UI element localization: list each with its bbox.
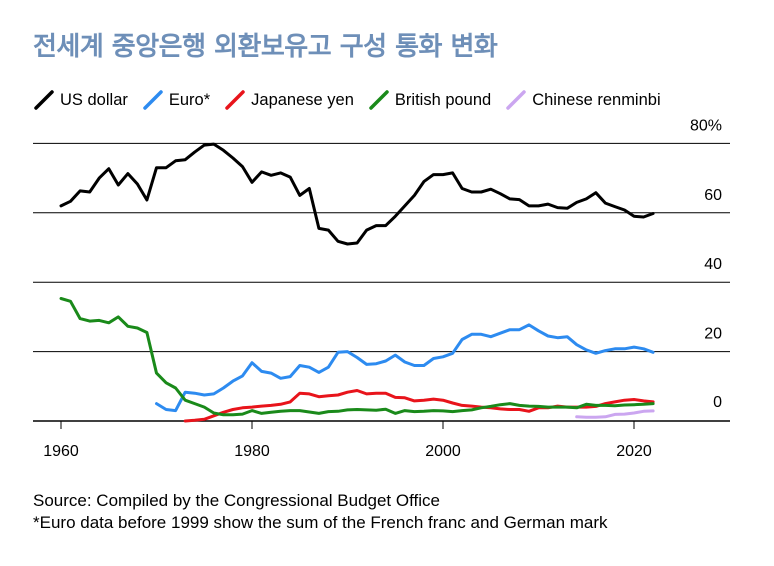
x-tick-label-1960: 1960 — [43, 443, 79, 460]
legend-item-japanese-yen: Japanese yen — [224, 89, 354, 111]
y-tick-label-20: 20 — [704, 326, 722, 343]
y-tick-label-80: 80% — [690, 117, 722, 134]
x-tick-label-2020: 2020 — [616, 443, 652, 460]
legend-swatch-chinese-renminbi — [506, 90, 526, 110]
series-line-euro — [155, 323, 655, 413]
legend-label-us-dollar: US dollar — [60, 90, 128, 109]
legend-label-japanese-yen: Japanese yen — [251, 90, 354, 109]
legend-item-chinese-renminbi: Chinese renminbi — [505, 89, 661, 111]
legend-label-british-pound: British pound — [394, 90, 492, 109]
source-note: Source: Compiled by the Congressional Bu… — [33, 490, 608, 534]
series-line-us-dollar — [59, 142, 655, 246]
legend-label-chinese-renminbi: Chinese renminbi — [532, 90, 661, 109]
chart-title: 전세계 중앙은행 외환보유고 구성 통화 변화 — [33, 32, 498, 62]
legend-item-euro: Euro* — [142, 89, 210, 111]
legend-item-british-pound: British pound — [368, 89, 491, 111]
legend-swatch-japanese-yen — [225, 90, 245, 110]
legend: US dollar Euro* Japanese yen British pound C… — [33, 88, 675, 112]
y-tick-label-0: 0 — [713, 394, 722, 411]
legend-swatch-british-pound — [369, 90, 389, 110]
legend-item-us-dollar: US dollar — [33, 89, 128, 111]
x-tick-label-1980: 1980 — [234, 443, 270, 460]
footnote-text: *Euro data before 1999 show the sum of t… — [33, 513, 608, 532]
y-tick-label-60: 60 — [704, 187, 722, 204]
x-tick-label-2000: 2000 — [425, 443, 461, 460]
source-text: Source: Compiled by the Congressional Bu… — [33, 491, 440, 510]
legend-swatch-euro — [143, 90, 163, 110]
series-line-chinese-renminbi — [575, 409, 655, 419]
chart-plot: 1960 1980 2000 2020 80% 60 40 20 0 — [33, 117, 730, 460]
series-line-british-pound — [59, 297, 655, 417]
legend-swatch-us-dollar — [34, 90, 54, 110]
legend-label-euro: Euro* — [168, 90, 211, 109]
y-tick-label-40: 40 — [704, 256, 722, 273]
